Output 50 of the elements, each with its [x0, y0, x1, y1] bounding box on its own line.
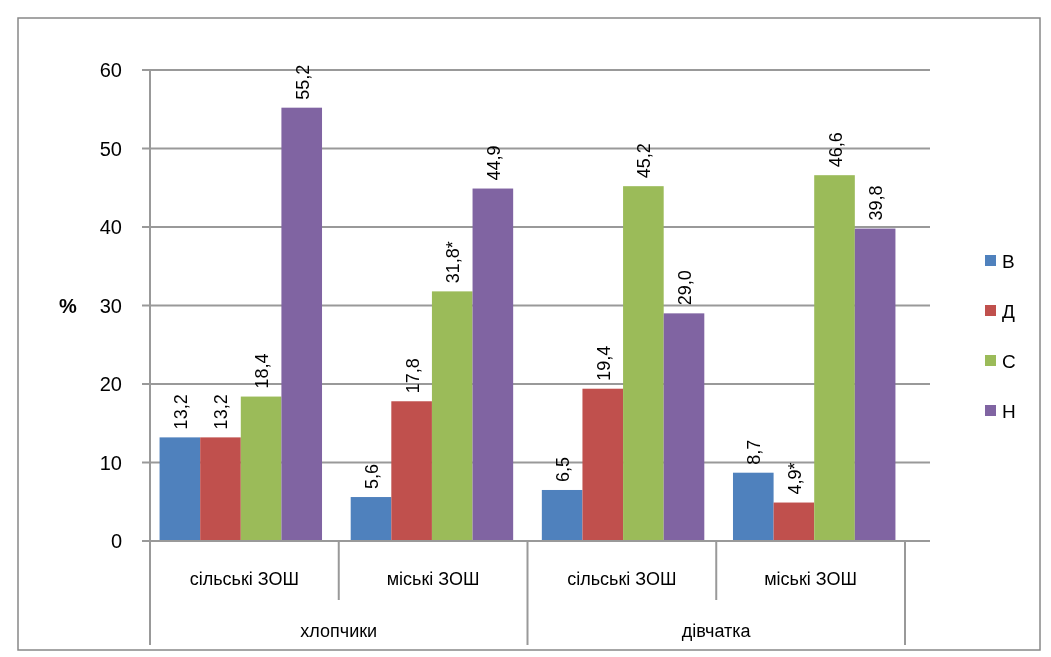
data-label: 4,9*	[784, 462, 805, 495]
bar	[663, 313, 705, 541]
legend-label: Д	[1002, 300, 1015, 322]
legend-label: С	[1002, 350, 1016, 372]
data-label: 46,6	[825, 132, 846, 168]
bar	[472, 188, 514, 541]
data-label: 13,2	[170, 394, 191, 430]
x-tick-label: сільські ЗОШ	[189, 569, 300, 589]
x-tick-label: міські ЗОШ	[764, 569, 858, 589]
text: хлопчики	[300, 621, 378, 641]
legend-label: В	[1002, 250, 1015, 272]
y-axis-title: %	[59, 294, 78, 317]
x-tick-label: міські ЗОШ	[386, 569, 480, 589]
y-tick-label: 50	[99, 137, 122, 160]
bar	[582, 388, 624, 541]
data-label: 5,6	[362, 464, 382, 490]
bar	[281, 107, 323, 541]
x-tick-label: сільські ЗОШ	[567, 569, 677, 589]
bar	[350, 497, 392, 541]
bar	[391, 401, 432, 541]
bar	[732, 472, 774, 541]
data-label: 39,8	[866, 185, 887, 221]
bar	[623, 186, 664, 541]
data-label: 17,8	[402, 358, 423, 394]
data-label: 29,0	[675, 270, 695, 306]
data-label: 6,5	[553, 456, 574, 482]
data-label: 55,2	[292, 64, 313, 100]
text: дівчатка	[681, 621, 752, 641]
data-label: 18,4	[252, 353, 273, 389]
bar	[159, 437, 201, 541]
y-tick-label: 40	[99, 216, 122, 238]
bar	[240, 396, 282, 541]
bar	[773, 502, 815, 541]
y-tick-label: 20	[99, 373, 122, 395]
bar	[431, 291, 473, 541]
bar	[541, 489, 583, 541]
data-label: 8,7	[744, 439, 765, 465]
y-tick-label: 0	[110, 530, 122, 552]
data-label: 44,9	[483, 145, 504, 181]
bar	[814, 175, 855, 541]
y-tick-label: 30	[99, 294, 122, 317]
data-label: 13,2	[211, 394, 232, 430]
legend-label: Н	[1002, 400, 1016, 422]
data-label: 19,4	[593, 345, 614, 381]
data-label: 31,8*	[443, 241, 464, 284]
bar	[854, 228, 896, 541]
data-label: 45,2	[634, 143, 655, 179]
y-tick-label: 60	[99, 59, 122, 81]
bar	[200, 437, 241, 541]
y-tick-label: 10	[99, 451, 122, 474]
